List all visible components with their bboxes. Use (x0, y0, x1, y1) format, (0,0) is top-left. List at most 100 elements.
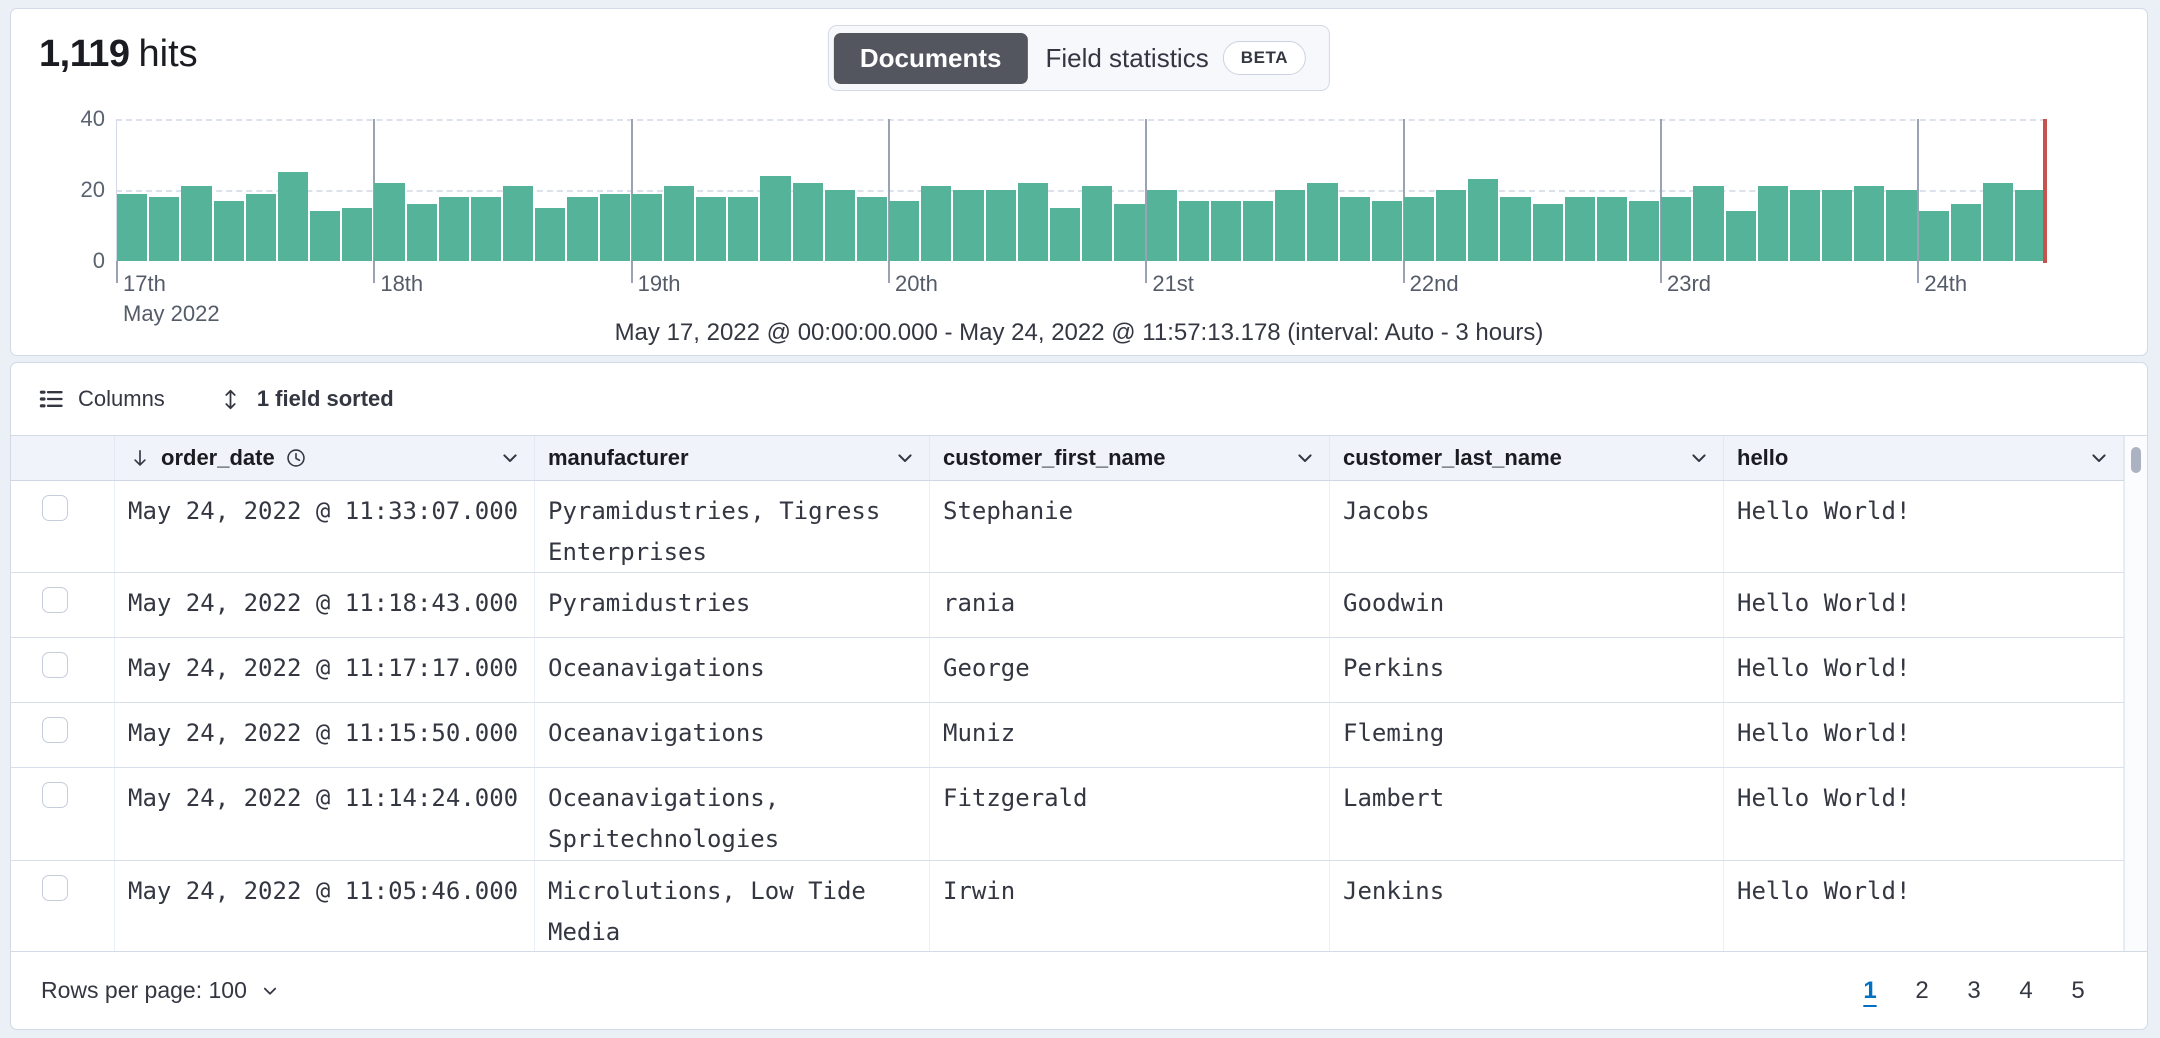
gridline-20 (116, 190, 2046, 192)
page-button-5[interactable]: 5 (2055, 966, 2101, 1016)
x-axis-label-text: 21st (1152, 271, 1194, 296)
rows-per-page-label: Rows per page: 100 (41, 977, 247, 1003)
x-axis-label: 22nd (1410, 269, 1459, 299)
cell-order_date[interactable]: May 24, 2022 @ 11:33:07.000 (115, 481, 535, 572)
row-controls (11, 703, 115, 768)
cell-hello[interactable]: Hello World! (1724, 768, 2124, 860)
cell-hello[interactable]: Hello World! (1724, 481, 2124, 572)
cell-customer_first_name[interactable]: Stephanie (930, 481, 1330, 572)
row-checkbox[interactable] (42, 495, 68, 521)
hits-label: hits (138, 33, 198, 75)
column-label: hello (1737, 445, 1789, 470)
histogram-bar (1886, 190, 1917, 261)
cell-value: rania (943, 589, 1016, 617)
y-axis-line (116, 119, 117, 261)
cell-manufacturer[interactable]: Oceanavigations (535, 638, 930, 702)
cell-hello[interactable]: Hello World! (1724, 638, 2124, 702)
histogram-panel: 1,119 hits Documents Field statistics BET… (10, 8, 2150, 356)
column-label: customer_last_name (1343, 445, 1562, 470)
cell-value: Muniz (943, 719, 1016, 747)
row-checkbox[interactable] (42, 782, 68, 808)
row-controls (11, 481, 115, 572)
histogram-bar (1822, 190, 1853, 261)
cell-hello[interactable]: Hello World! (1724, 861, 2124, 952)
histogram-bar (1596, 197, 1628, 261)
table-row: May 24, 2022 @ 11:33:07.000 Pyramidustrie… (11, 481, 2124, 573)
cell-hello[interactable]: Hello World! (1724, 573, 2124, 637)
cell-customer_first_name[interactable]: Muniz (930, 703, 1330, 767)
columns-button[interactable]: Columns (37, 385, 165, 413)
histogram-bar (1500, 197, 1531, 261)
chevron-down-icon (1293, 446, 1317, 470)
cell-customer_first_name[interactable]: Fitzgerald (930, 768, 1330, 860)
cell-manufacturer[interactable]: Pyramidustries (535, 573, 930, 637)
row-checkbox[interactable] (42, 652, 68, 678)
cell-customer_last_name[interactable]: Jenkins (1330, 861, 1724, 952)
cell-value: May 24, 2022 @ 11:15:50.000 (128, 719, 519, 747)
page-button-2[interactable]: 2 (1899, 966, 1945, 1016)
cell-value: Stephanie (943, 497, 1074, 525)
y-axis-tick-label: 40 (80, 106, 105, 131)
hits-count-title: 1,119 hits (39, 33, 198, 76)
tab-documents-label: Documents (859, 42, 1002, 73)
cell-value: George (943, 654, 1030, 682)
cell-order_date[interactable]: May 24, 2022 @ 11:15:50.000 (115, 703, 535, 767)
histogram-bar (149, 197, 180, 261)
scrollbar-thumb[interactable] (2131, 447, 2141, 473)
cell-customer_first_name[interactable]: Irwin (930, 861, 1330, 952)
cell-order_date[interactable]: May 24, 2022 @ 11:18:43.000 (115, 573, 535, 637)
cell-customer_last_name[interactable]: Jacobs (1330, 481, 1724, 572)
cell-manufacturer[interactable]: Oceanavigations (535, 703, 930, 767)
histogram-bar (953, 190, 984, 261)
cell-manufacturer[interactable]: Oceanavigations, Spritechnologies (535, 768, 930, 860)
tab-documents[interactable]: Documents (833, 32, 1028, 84)
header-cell-hello[interactable]: hello (1724, 436, 2124, 480)
histogram-bar (567, 197, 598, 261)
histogram-bar (438, 197, 469, 261)
column-label: customer_first_name (943, 445, 1166, 470)
header-cell-customer_last_name[interactable]: customer_last_name (1330, 436, 1724, 480)
cell-customer_last_name[interactable]: Goodwin (1330, 573, 1724, 637)
day-separator-line (1917, 119, 1920, 283)
row-checkbox[interactable] (42, 587, 68, 613)
page-button-4[interactable]: 4 (2003, 966, 2049, 1016)
cell-customer_first_name[interactable]: rania (930, 573, 1330, 637)
gridline-40 (116, 119, 2046, 121)
cell-manufacturer[interactable]: Pyramidustries, Tigress Enterprises (535, 481, 930, 572)
histogram-bar (1114, 204, 1145, 261)
histogram-bar (1178, 200, 1209, 261)
cell-customer_first_name[interactable]: George (930, 638, 1330, 702)
cell-value: Pyramidustries, Tigress Enterprises (548, 497, 881, 566)
cell-value: Irwin (943, 877, 1016, 905)
cell-customer_last_name[interactable]: Lambert (1330, 768, 1724, 860)
previous-page-button[interactable] (1825, 966, 1841, 1016)
tab-field-statistics[interactable]: Field statistics BETA (1027, 31, 1324, 85)
current-time-marker (2043, 119, 2047, 263)
cell-value: Oceanavigations (548, 719, 765, 747)
cell-hello[interactable]: Hello World! (1724, 703, 2124, 767)
header-cell-manufacturer[interactable]: manufacturer (535, 436, 930, 480)
header-cell-order_date[interactable]: order_date (115, 436, 535, 480)
row-checkbox[interactable] (42, 717, 68, 743)
histogram-bar (1275, 190, 1306, 261)
chevron-down-icon (498, 446, 522, 470)
cell-order_date[interactable]: May 24, 2022 @ 11:17:17.000 (115, 638, 535, 702)
page-button-1[interactable]: 1 (1847, 966, 1893, 1016)
cell-order_date[interactable]: May 24, 2022 @ 11:05:46.000 (115, 861, 535, 952)
next-page-button[interactable] (2107, 966, 2123, 1016)
cell-order_date[interactable]: May 24, 2022 @ 11:14:24.000 (115, 768, 535, 860)
header-cell-controls (11, 436, 115, 480)
chevron-down-icon (893, 446, 917, 470)
vertical-scrollbar[interactable] (2124, 435, 2147, 951)
cell-customer_last_name[interactable]: Fleming (1330, 703, 1724, 767)
cell-manufacturer[interactable]: Microlutions, Low Tide Media (535, 861, 930, 952)
row-checkbox[interactable] (42, 875, 68, 901)
header-cell-customer_first_name[interactable]: customer_first_name (930, 436, 1330, 480)
cell-customer_last_name[interactable]: Perkins (1330, 638, 1724, 702)
row-controls (11, 768, 115, 860)
rows-per-page-button[interactable]: Rows per page: 100 (35, 976, 287, 1005)
beta-badge: BETA (1222, 41, 1307, 75)
column-label: manufacturer (548, 445, 689, 470)
sorted-fields-button[interactable]: 1 field sorted (217, 386, 394, 413)
page-button-3[interactable]: 3 (1951, 966, 1997, 1016)
